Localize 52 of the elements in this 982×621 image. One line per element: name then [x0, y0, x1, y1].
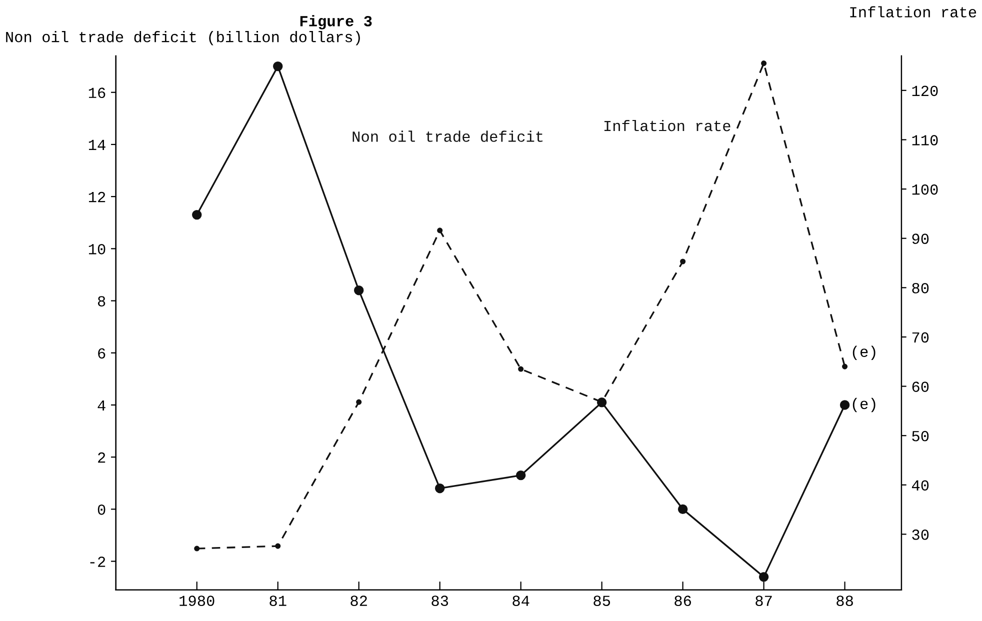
point [680, 258, 686, 264]
y2-tick-label: 50 [912, 430, 929, 442]
y-tick-label: 4 [98, 400, 106, 411]
y2-tick-label: 100 [912, 184, 938, 195]
y-tick-label: 2 [98, 452, 106, 463]
annotation: (e) [852, 346, 876, 360]
point [842, 364, 848, 370]
point [761, 60, 767, 66]
y-tick-label: 6 [98, 348, 106, 359]
x-tick-label: 86 [674, 596, 691, 606]
y2-tick-label: 110 [912, 135, 938, 146]
y2-tick-label: 60 [912, 382, 929, 392]
y-tick-label: 8 [98, 296, 106, 306]
point [272, 61, 283, 72]
y-axis-title: Non oil trade deficit (billion dollars) [6, 31, 360, 46]
y-tick-label: 0 [98, 504, 106, 515]
point [356, 399, 362, 405]
y2-axis-title: Inflation rate [850, 6, 976, 18]
point [518, 366, 524, 372]
chart-title: Figure 3 [300, 15, 372, 30]
y2-tick-label: 30 [912, 530, 929, 540]
y2-tick-label: 120 [912, 86, 938, 96]
y2-tick-label: 80 [912, 282, 929, 294]
y-tick-label: 14 [88, 140, 106, 150]
y-tick-label: 10 [88, 244, 106, 254]
x-tick-label: 88 [836, 596, 853, 606]
y-tick-label: -2 [90, 556, 106, 567]
point [840, 400, 850, 410]
point [275, 543, 281, 549]
point [434, 483, 445, 494]
y2-tick-label: 90 [912, 234, 929, 244]
point [758, 572, 769, 582]
x-tick-label: 81 [270, 596, 286, 606]
x-tick-label: 87 [756, 596, 772, 606]
x-tick-label: 82 [350, 596, 367, 606]
y-tick-label: 16 [88, 88, 106, 98]
point [437, 228, 443, 234]
point [354, 285, 364, 296]
text: Non oil trade deficit [352, 130, 543, 142]
point [516, 470, 526, 480]
point [678, 504, 688, 514]
series-label: Inflation rate [604, 120, 730, 132]
point [192, 210, 202, 220]
annotation: (e) [852, 398, 876, 412]
y-tick-label: 12 [88, 192, 106, 202]
y2-tick-label: 40 [912, 480, 929, 491]
x-tick-label: 83 [432, 596, 448, 606]
x-tick-label: 85 [594, 596, 610, 606]
x-tick-label: 1980 [180, 596, 214, 606]
y2-tick-label: 70 [912, 332, 929, 343]
x-tick-label: 84 [512, 596, 530, 606]
point [194, 546, 200, 552]
